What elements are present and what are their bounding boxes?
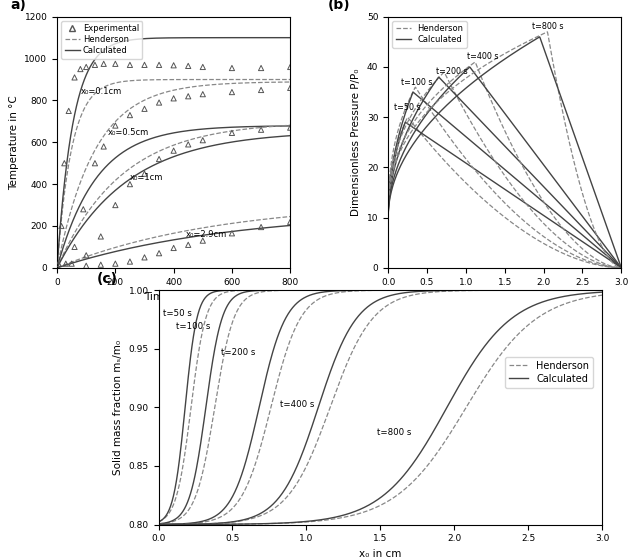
Point bbox=[183, 240, 193, 249]
Point bbox=[110, 121, 120, 130]
Point bbox=[99, 59, 109, 68]
Point bbox=[59, 158, 69, 167]
Point bbox=[154, 155, 164, 163]
Text: t=200 s: t=200 s bbox=[221, 348, 255, 357]
Point bbox=[67, 259, 77, 268]
Point bbox=[285, 217, 295, 227]
Point bbox=[227, 64, 237, 73]
Point bbox=[110, 201, 120, 210]
Text: x₀=1cm: x₀=1cm bbox=[130, 173, 164, 182]
Point bbox=[227, 128, 237, 137]
Point bbox=[61, 259, 71, 268]
Text: (b): (b) bbox=[328, 0, 350, 12]
Point bbox=[183, 140, 193, 149]
Point bbox=[75, 65, 86, 74]
Text: t=50 s: t=50 s bbox=[394, 103, 421, 112]
Point bbox=[285, 62, 295, 71]
Legend: Henderson, Calculated: Henderson, Calculated bbox=[392, 21, 467, 47]
Point bbox=[169, 61, 179, 70]
Point bbox=[154, 60, 164, 69]
Point bbox=[285, 83, 295, 92]
Point bbox=[198, 236, 208, 245]
Point bbox=[198, 136, 208, 145]
Point bbox=[227, 229, 237, 238]
Point bbox=[125, 60, 135, 69]
Point bbox=[169, 94, 179, 103]
Point bbox=[139, 253, 150, 262]
Text: t=50 s: t=50 s bbox=[163, 309, 192, 318]
Point bbox=[110, 59, 120, 68]
Point bbox=[90, 158, 100, 167]
Point bbox=[81, 62, 91, 71]
Point bbox=[154, 98, 164, 107]
Point bbox=[139, 104, 150, 113]
Point bbox=[256, 85, 266, 94]
Point bbox=[53, 259, 63, 268]
Point bbox=[110, 259, 120, 268]
Point bbox=[198, 62, 208, 71]
Text: t=400 s: t=400 s bbox=[467, 52, 499, 61]
Legend: Henderson, Calculated: Henderson, Calculated bbox=[505, 357, 593, 388]
Point bbox=[198, 90, 208, 99]
Text: t=100 s: t=100 s bbox=[176, 322, 210, 331]
Point bbox=[125, 110, 135, 119]
Text: x₀=0.5cm: x₀=0.5cm bbox=[108, 128, 150, 137]
Point bbox=[183, 61, 193, 70]
Point bbox=[96, 260, 106, 269]
Point bbox=[125, 180, 135, 189]
Text: x₀=0.1cm: x₀=0.1cm bbox=[81, 87, 122, 96]
Point bbox=[56, 222, 67, 230]
Point bbox=[70, 73, 80, 82]
Point bbox=[256, 64, 266, 73]
Y-axis label: Temperature in °C: Temperature in °C bbox=[9, 95, 19, 190]
Point bbox=[81, 261, 91, 270]
Point bbox=[70, 242, 80, 251]
Y-axis label: Dimensionless Pressure P/P₀: Dimensionless Pressure P/P₀ bbox=[351, 69, 361, 216]
Point bbox=[256, 223, 266, 232]
Point bbox=[139, 60, 150, 69]
Point bbox=[99, 142, 109, 151]
Point bbox=[183, 92, 193, 100]
Point bbox=[139, 169, 150, 178]
Point bbox=[285, 123, 295, 132]
Text: (c): (c) bbox=[96, 272, 117, 286]
Text: t=200 s: t=200 s bbox=[436, 68, 468, 76]
Point bbox=[169, 243, 179, 252]
X-axis label: Time in sec: Time in sec bbox=[144, 292, 204, 302]
Point bbox=[96, 232, 106, 241]
Text: a): a) bbox=[10, 0, 26, 12]
Point bbox=[154, 249, 164, 258]
Text: t=400 s: t=400 s bbox=[280, 400, 314, 410]
Legend: Experimental, Henderson, Calculated: Experimental, Henderson, Calculated bbox=[61, 21, 143, 59]
Point bbox=[81, 251, 91, 259]
Point bbox=[90, 60, 100, 69]
Point bbox=[125, 257, 135, 266]
Point bbox=[227, 88, 237, 97]
Text: t=800 s: t=800 s bbox=[532, 22, 564, 31]
Point bbox=[63, 107, 74, 116]
X-axis label: x₀ in cm: x₀ in cm bbox=[484, 292, 526, 302]
Point bbox=[256, 126, 266, 134]
Text: t=800 s: t=800 s bbox=[377, 429, 412, 437]
Point bbox=[169, 146, 179, 155]
X-axis label: x₀ in cm: x₀ in cm bbox=[359, 549, 401, 558]
Point bbox=[78, 205, 88, 214]
Text: x₀=2.9cm: x₀=2.9cm bbox=[185, 230, 226, 239]
Y-axis label: Solid mass fraction mₛ/m₀: Solid mass fraction mₛ/m₀ bbox=[113, 340, 123, 475]
Text: t=100 s: t=100 s bbox=[401, 78, 433, 86]
